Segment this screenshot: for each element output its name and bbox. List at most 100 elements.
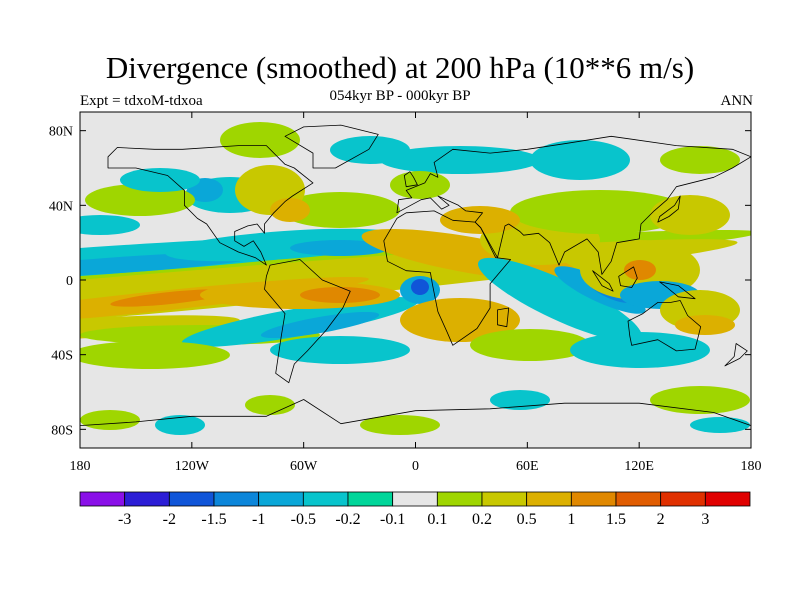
- field-contour-lime: [245, 395, 295, 415]
- colorbar-box: [660, 491, 706, 507]
- colorbar-box: [124, 491, 170, 507]
- colorbar-box: [213, 491, 260, 507]
- colorbar-box: [526, 491, 572, 507]
- field-contour-cyan: [570, 332, 710, 368]
- coastline-borneo: [618, 266, 638, 288]
- y-tick-label: 40N: [49, 199, 73, 214]
- field-contour-orange: [624, 260, 656, 280]
- field-contour-lime: [510, 190, 690, 234]
- colorbar-box: [79, 491, 126, 507]
- x-tick-label: 60E: [516, 459, 539, 474]
- field-contour-yellow: [80, 239, 738, 361]
- field-contour-cyan: [530, 140, 630, 180]
- y-tick-label: 0: [66, 274, 73, 289]
- y-tick-label: 40S: [51, 349, 73, 364]
- experiment-label: Expt = tdxoM-tdxoa: [80, 93, 203, 109]
- colorbar-label: -0.2: [335, 511, 360, 528]
- colorbar-box: [258, 491, 304, 507]
- coastline-new-guinea: [659, 281, 696, 300]
- coastline-australia: [627, 300, 702, 352]
- field-contour-lightblue: [290, 240, 390, 256]
- field-contour-cyan: [490, 390, 550, 410]
- field-contour-lime: [80, 410, 140, 430]
- plot-subtitle: 054kyr BP - 000kyr BP: [329, 88, 471, 104]
- field-contour-lime: [650, 386, 750, 414]
- colorbar-label: 0.1: [427, 511, 447, 528]
- colorbar-label: -0.5: [291, 511, 316, 528]
- field-contour-lime: [220, 122, 300, 158]
- y-tick-label: 80N: [49, 125, 73, 140]
- field-contour-cyan: [477, 257, 643, 343]
- colorbar-box: [436, 491, 483, 507]
- field-contour-cyan: [330, 136, 410, 164]
- field-contour-orange: [300, 287, 380, 303]
- colorbar-box: [302, 491, 349, 507]
- field-contour-gold: [440, 206, 520, 234]
- field-contour-lime: [470, 329, 590, 361]
- colorbar-label: 2: [657, 511, 665, 528]
- colorbar-label: 1: [567, 511, 575, 528]
- plot-title: Divergence (smoothed) at 200 hPa (10**6 …: [105, 50, 695, 85]
- field-contour-lime: [80, 341, 230, 369]
- coastline-japan: [657, 195, 681, 223]
- field-contour-lime: [660, 146, 740, 174]
- coastline-madagascar: [497, 307, 510, 328]
- coastline-north-america: [107, 145, 314, 266]
- y-tick-label: 80S: [51, 423, 73, 438]
- field-contour-deepblue: [411, 279, 429, 295]
- coastline-antarctica: [80, 399, 751, 448]
- field-contour-yellow: [80, 315, 240, 341]
- colorbar-box: [481, 491, 528, 507]
- field-contour-gold: [675, 315, 735, 335]
- coastline-south-america: [264, 259, 351, 384]
- colorbar-box: [570, 491, 617, 507]
- x-tick-label: 180: [70, 459, 91, 474]
- x-tick-label: 120E: [624, 459, 654, 474]
- colorbar-box: [392, 491, 438, 507]
- coastline-greenland: [284, 124, 379, 169]
- field-contour-lime: [85, 184, 195, 216]
- x-tick-label: 0: [412, 459, 419, 474]
- colorbar-box: [168, 491, 215, 507]
- field-contour-cyan: [165, 228, 405, 262]
- field-contour-cyan: [690, 417, 750, 433]
- field-contour-gold: [400, 298, 520, 342]
- colorbar-label: -1.5: [201, 511, 226, 528]
- colorbar-label: -2: [163, 511, 176, 528]
- field-contour-lime: [280, 192, 400, 228]
- field-contour-cyan: [120, 168, 200, 192]
- coastline-sumatra: [592, 270, 614, 292]
- field-contour-cyan: [80, 215, 140, 235]
- colorbar-label: 3: [701, 511, 709, 528]
- colorbar-label: -0.1: [380, 511, 405, 528]
- coastlines: [80, 124, 751, 448]
- coastline-new-zealand: [724, 343, 748, 367]
- coastline-uk: [403, 171, 418, 188]
- field-contour-lime: [360, 415, 440, 435]
- axis-ticks: 180 120W 60W 0 60E 120E 180 80N 40N 0 40S 80S: [49, 112, 762, 474]
- field-contour-orange: [110, 289, 230, 307]
- field-contour-lightblue: [260, 311, 380, 339]
- field-contour-cyan: [155, 415, 205, 435]
- x-tick-label: 180: [741, 459, 762, 474]
- colorbar-box: [615, 491, 662, 507]
- colorbar: -3 -2 -1.5 -1 -0.5 -0.2 -0.1 0.1 0.2 0.5 1 1.5 2 3: [79, 491, 751, 528]
- season-label: ANN: [720, 93, 754, 109]
- colorbar-box: [347, 491, 394, 507]
- field-contour-cyan: [270, 336, 410, 364]
- field-contour-yellow: [650, 195, 730, 235]
- colorbar-box: [704, 491, 751, 507]
- colorbar-label: 1.5: [606, 511, 626, 528]
- coastline-africa: [383, 210, 511, 346]
- colorbar-label: 0.5: [517, 511, 537, 528]
- colorbar-label: -1: [252, 511, 265, 528]
- colorbar-label: 0.2: [472, 511, 492, 528]
- coastline-eurasia: [396, 135, 751, 275]
- x-tick-label: 60W: [290, 459, 318, 474]
- colorbar-label: -3: [118, 511, 131, 528]
- field-contour-cyan: [380, 146, 540, 174]
- x-tick-label: 120W: [175, 459, 210, 474]
- divergence-field: [80, 112, 751, 448]
- field-contour-gold: [270, 198, 310, 222]
